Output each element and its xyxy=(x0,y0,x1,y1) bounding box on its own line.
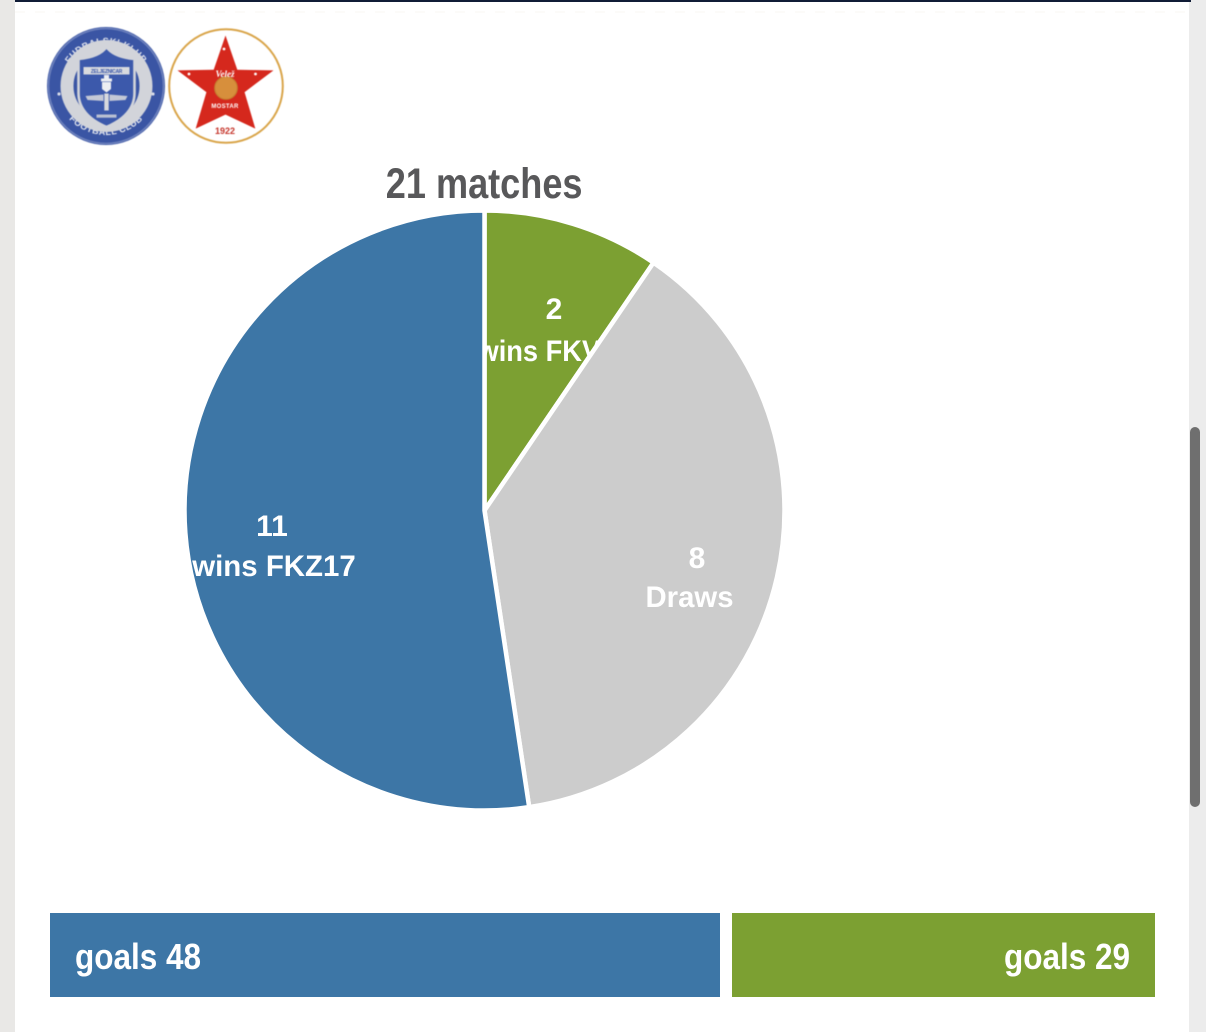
svg-text:ZELJEZNICAR: ZELJEZNICAR xyxy=(91,69,123,75)
svg-text:Draws: Draws xyxy=(646,581,734,614)
svg-text:1922: 1922 xyxy=(215,126,235,136)
svg-text:Velež: Velež xyxy=(216,69,235,79)
svg-text:11: 11 xyxy=(256,510,288,543)
svg-text:2: 2 xyxy=(546,293,563,326)
svg-text:wins FKZ17: wins FKZ17 xyxy=(191,550,355,583)
svg-text:MOSTAR: MOSTAR xyxy=(211,104,239,110)
svg-text:8: 8 xyxy=(689,542,706,575)
